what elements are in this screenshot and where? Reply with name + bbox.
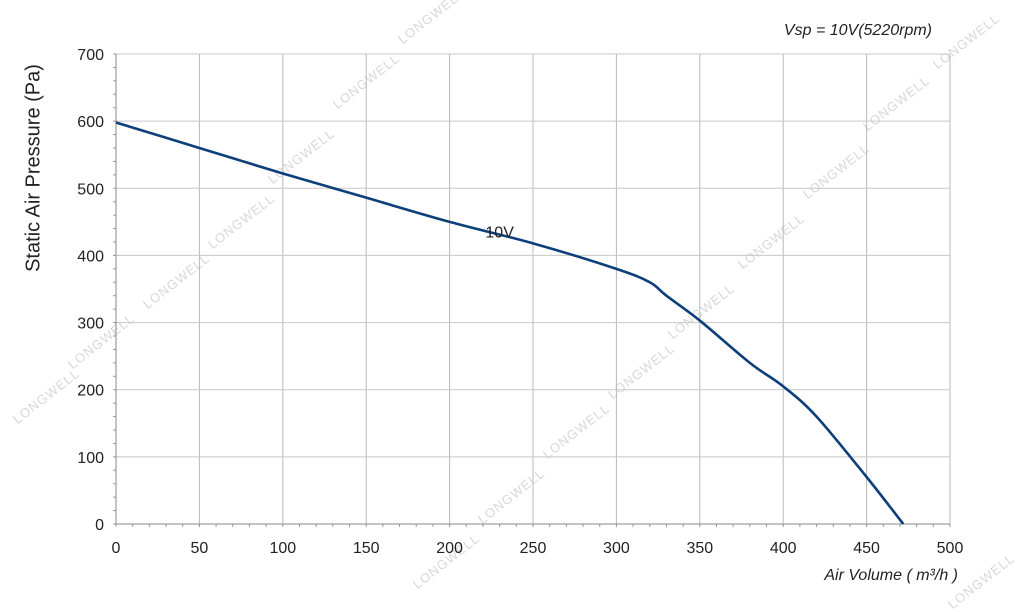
series-label: 10V — [485, 224, 514, 241]
y-tick-label: 400 — [77, 248, 104, 265]
x-tick-label: 450 — [853, 540, 880, 557]
x-tick-label: 400 — [770, 540, 797, 557]
y-axis-title: Static Air Pressure (Pa) — [22, 64, 45, 272]
tick-labels: 0 50 100 150 200 250 300 350 400 450 500 0 100 200 300… — [77, 47, 963, 557]
series-layer: 10V — [115, 121, 905, 525]
y-tick-label: 700 — [77, 47, 104, 64]
grid — [113, 53, 951, 527]
x-tick-label: 100 — [269, 540, 296, 557]
x-tick-label: 150 — [353, 540, 380, 557]
y-tick-label: 300 — [77, 316, 104, 333]
y-tick-label: 200 — [77, 383, 104, 400]
x-tick-label: 250 — [520, 540, 547, 557]
y-tick-label: 100 — [77, 450, 104, 467]
y-tick-label: 0 — [95, 517, 104, 534]
y-tick-label: 600 — [77, 114, 104, 131]
x-tick-label: 500 — [937, 540, 964, 557]
speed-annotation: Vsp = 10V(5220rpm) — [783, 22, 932, 39]
x-axis-title: Air Volume ( m³/h ) — [824, 567, 958, 584]
y-tick-label: 500 — [77, 181, 104, 198]
x-tick-label: 300 — [603, 540, 630, 557]
x-tick-label: 200 — [436, 540, 463, 557]
x-tick-label: 50 — [191, 540, 209, 557]
x-tick-label: 350 — [686, 540, 713, 557]
x-tick-label: 0 — [112, 540, 121, 557]
series-line-10V — [115, 121, 905, 525]
